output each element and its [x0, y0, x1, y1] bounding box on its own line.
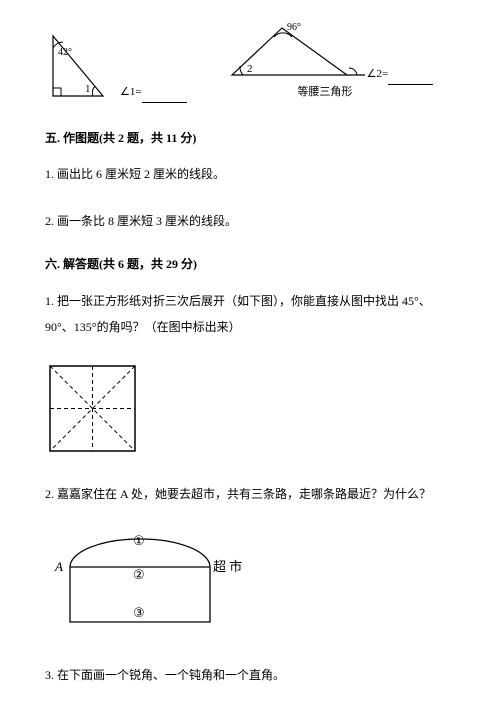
label-p2: ② — [133, 567, 145, 582]
section6-q1-line1: 1. 把一张正方形纸对折三次后展开（如下图），你能直接从图中找出 45°、 — [45, 288, 455, 314]
section6-q1-line2: 90°、135°的角吗？（在图中标出来） — [45, 314, 455, 340]
angle1-prefix: ∠1= — [120, 83, 142, 103]
right-triangle: 96° 2 — [217, 20, 367, 85]
triangles-row: 42° 1 ∠1= 96° 2 ∠2= 等腰三角形 — [45, 20, 455, 103]
left-triangle: 42° 1 — [45, 28, 120, 103]
right-triangle-group: 96° 2 ∠2= 等腰三角形 — [217, 20, 434, 103]
isoceles-caption: 等腰三角形 — [297, 83, 352, 103]
section6-q2: 2. 嘉嘉家住在 A 处，她要去超市，共有三条路，走哪条路最近？为什么？ — [45, 481, 455, 507]
angle-2-label: 2 — [247, 63, 253, 75]
angle-42-label: 42° — [58, 47, 72, 58]
section6-q1: 1. 把一张正方形纸对折三次后展开（如下图），你能直接从图中找出 45°、 90… — [45, 288, 455, 341]
fill-blank-1 — [142, 102, 187, 103]
angle-1-label: 1 — [85, 83, 91, 95]
path-diagram: A 超 市 ① ② ③ — [45, 527, 455, 637]
section6-q3: 3. 在下面画一个锐角、一个钝角和一个直角。 — [45, 662, 455, 688]
square-fold-diagram — [45, 361, 455, 456]
angle2-prefix: ∠2= — [367, 65, 389, 85]
label-dest: 超 市 — [213, 559, 242, 574]
label-p1: ① — [133, 533, 145, 548]
label-a: A — [54, 559, 63, 574]
section6-title: 六. 解答题(共 6 题，共 29 分) — [45, 254, 455, 276]
left-triangle-group: 42° 1 ∠1= — [45, 28, 187, 103]
fill-blank-2 — [388, 84, 433, 85]
section5-title: 五. 作图题(共 2 题，共 11 分) — [45, 128, 455, 150]
angle-96-label: 96° — [287, 22, 301, 33]
section5-q2: 2. 画一条比 8 厘米短 3 厘米的线段。 — [45, 208, 455, 234]
section5-q1: 1. 画出比 6 厘米短 2 厘米的线段。 — [45, 161, 455, 187]
label-p3: ③ — [133, 605, 145, 620]
